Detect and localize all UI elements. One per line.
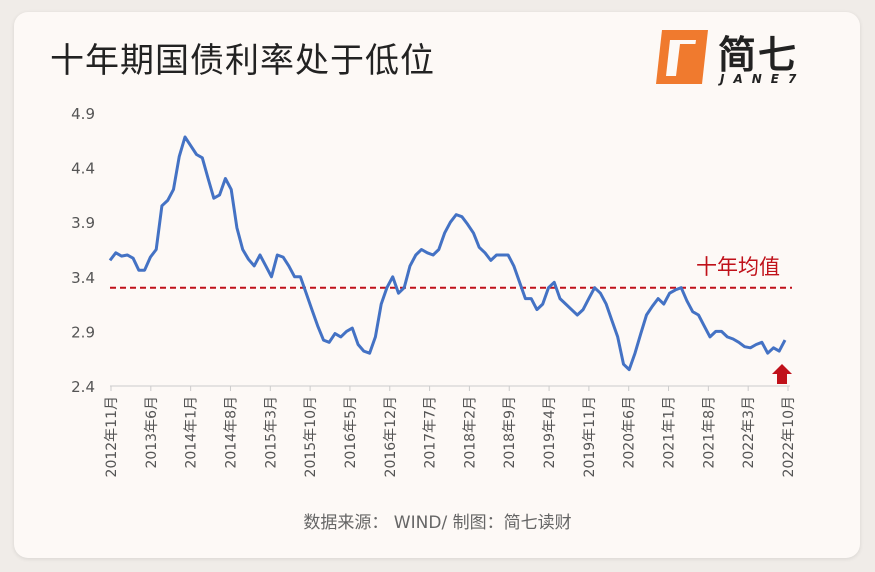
logo-text-cn: 简七	[718, 33, 799, 77]
x-tick-label: 2022年10月	[781, 396, 797, 477]
up-arrow-icon	[772, 364, 792, 384]
x-tick-label: 2019年11月	[582, 396, 598, 477]
chart-title: 十年期国债利率处于低位	[50, 41, 435, 81]
y-tick-label: 4.4	[71, 160, 95, 178]
x-tick-label: 2018年9月	[502, 396, 518, 469]
x-tick-label: 2016年12月	[383, 396, 399, 477]
y-tick-label: 2.9	[71, 323, 95, 341]
x-tick-label: 2021年8月	[701, 396, 717, 469]
y-tick-label: 4.9	[71, 105, 95, 123]
x-tick-label: 2013年6月	[144, 396, 160, 469]
average-line-label: 十年均值	[696, 255, 780, 279]
x-tick-label: 2015年3月	[263, 396, 279, 469]
series-line	[108, 135, 787, 372]
x-tick-label: 2020年6月	[622, 396, 638, 469]
logo-mark-icon	[656, 30, 708, 84]
y-tick-label: 2.4	[71, 378, 95, 396]
chart-card	[14, 12, 860, 558]
logo-text-en: JANE7	[720, 72, 806, 86]
x-axis-ticks: 2012年11月 2013年6月 2014年1月 2014年8月 2015年3月 2015…	[104, 386, 797, 477]
x-tick-label: 2014年1月	[184, 396, 200, 469]
x-tick-label: 2014年8月	[223, 396, 239, 469]
x-tick-label: 2021年1月	[662, 396, 678, 469]
x-tick-label: 2012年11月	[104, 396, 120, 477]
y-tick-label: 3.4	[71, 269, 95, 287]
data-source-note: 数据来源： WIND/ 制图：简七读财	[303, 513, 572, 533]
x-tick-label: 2019年4月	[542, 396, 558, 469]
x-tick-label: 2015年10月	[303, 396, 319, 477]
y-tick-label: 3.9	[71, 214, 95, 232]
x-tick-label: 2022年3月	[741, 396, 757, 469]
x-tick-label: 2016年5月	[343, 396, 359, 469]
y-axis-ticks: 2.4 2.9 3.4 3.9 4.4 4.9	[71, 105, 95, 396]
x-tick-label: 2018年2月	[462, 396, 478, 469]
x-tick-label: 2017年7月	[423, 396, 439, 469]
brand-logo: 简七 JANE7	[656, 26, 856, 96]
